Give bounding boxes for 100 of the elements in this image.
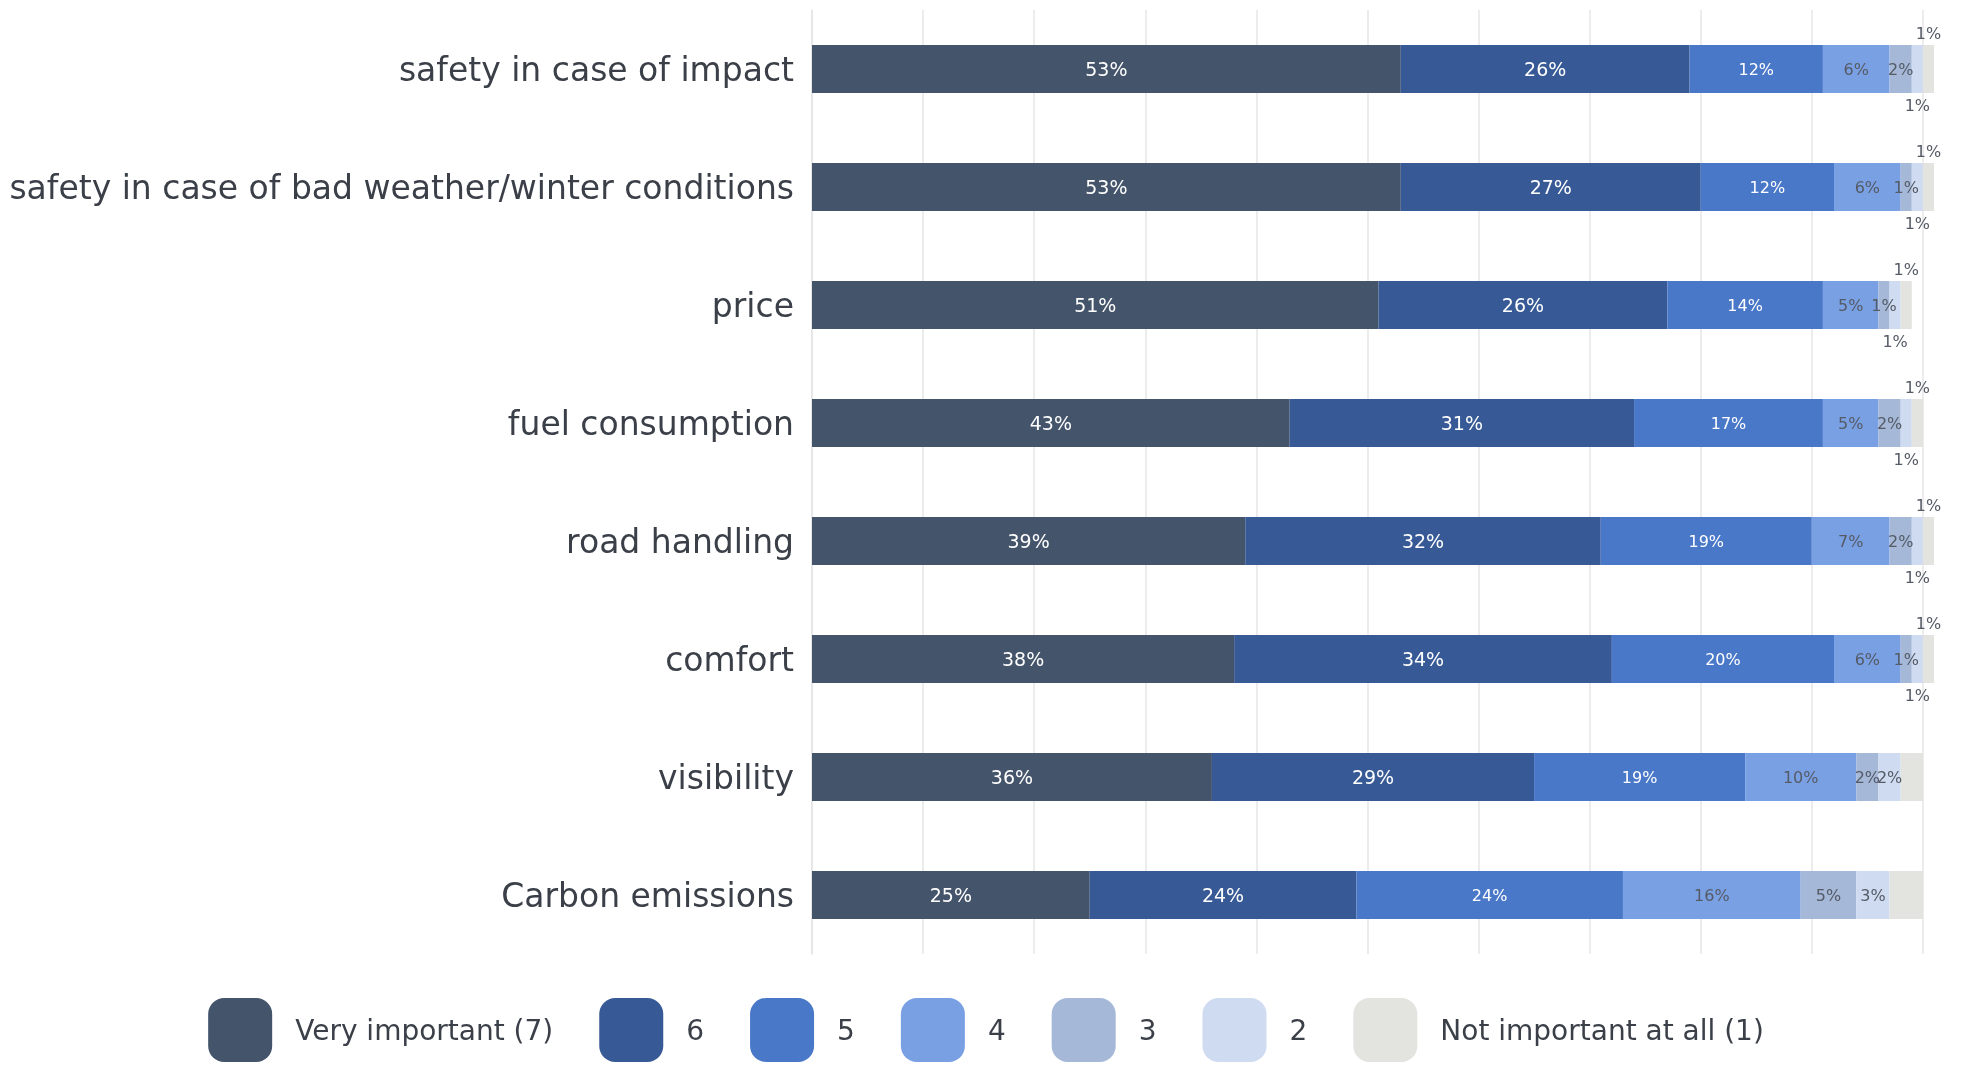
bar bbox=[1611, 635, 1835, 683]
data-label: 5% bbox=[1837, 295, 1864, 315]
bar bbox=[1356, 871, 1623, 919]
bar bbox=[1234, 635, 1612, 683]
data-label: 7% bbox=[1837, 531, 1864, 551]
data-label: 1% bbox=[1915, 23, 1942, 43]
data-label: 3% bbox=[1860, 885, 1886, 905]
data-label: 39% bbox=[1007, 530, 1050, 552]
data-label: 26% bbox=[1524, 58, 1567, 80]
data-label: 1% bbox=[1915, 613, 1942, 633]
data-label: 6% bbox=[1854, 177, 1881, 197]
y-tick-label: visibility bbox=[658, 757, 794, 797]
legend-label: 4 bbox=[987, 1013, 1006, 1047]
bar bbox=[812, 517, 1246, 565]
bar bbox=[1700, 163, 1835, 211]
legend-label: 2 bbox=[1289, 1013, 1308, 1047]
data-label: 1% bbox=[1904, 567, 1931, 587]
bar bbox=[1911, 45, 1923, 93]
y-tick-label: price bbox=[711, 285, 794, 325]
data-label: 1% bbox=[1893, 259, 1919, 279]
data-label: 38% bbox=[1001, 648, 1045, 670]
bar bbox=[812, 281, 1379, 329]
legend-label: 6 bbox=[686, 1013, 705, 1047]
bar bbox=[1689, 45, 1823, 93]
data-label: 6% bbox=[1854, 649, 1881, 669]
bar bbox=[812, 871, 1090, 919]
data-label: 1% bbox=[1882, 331, 1908, 351]
data-label: 2% bbox=[1887, 531, 1914, 551]
bar bbox=[1800, 871, 1857, 919]
bar bbox=[1856, 871, 1890, 919]
bar bbox=[1211, 753, 1535, 801]
data-label: 1% bbox=[1915, 141, 1942, 161]
y-tick-label: safety in case of impact bbox=[398, 49, 795, 89]
bar bbox=[1900, 281, 1912, 329]
data-label: 20% bbox=[1705, 649, 1741, 669]
data-label: 5% bbox=[1837, 413, 1864, 433]
data-label: 53% bbox=[1085, 176, 1128, 198]
bar bbox=[1667, 281, 1823, 329]
data-label: 12% bbox=[1738, 59, 1775, 79]
data-label: 29% bbox=[1351, 766, 1395, 788]
bar bbox=[1634, 399, 1823, 447]
legend-label: 5 bbox=[837, 1013, 855, 1047]
bar bbox=[1811, 517, 1890, 565]
legend-label: 3 bbox=[1138, 1013, 1157, 1047]
bar bbox=[1089, 871, 1357, 919]
data-label: 10% bbox=[1782, 767, 1819, 787]
data-label: 19% bbox=[1621, 767, 1658, 787]
data-label: 19% bbox=[1688, 531, 1725, 551]
legend-label: Not important at all (1) bbox=[1440, 1013, 1764, 1047]
data-label: 6% bbox=[1843, 59, 1869, 79]
bar bbox=[1622, 871, 1801, 919]
y-tick-label: safety in case of bad weather/winter conditions bbox=[9, 167, 794, 207]
bar bbox=[1900, 399, 1912, 447]
bar bbox=[1534, 753, 1746, 801]
bar bbox=[1911, 517, 1923, 565]
data-label: 36% bbox=[990, 766, 1034, 788]
bar bbox=[1822, 399, 1879, 447]
bar bbox=[812, 635, 1235, 683]
y-tick-label: comfort bbox=[665, 639, 795, 679]
data-label: 24% bbox=[1201, 884, 1245, 906]
data-label: 2% bbox=[1887, 59, 1914, 79]
bar bbox=[812, 753, 1212, 801]
data-label: 1% bbox=[1915, 495, 1942, 515]
data-label: 27% bbox=[1529, 176, 1572, 198]
data-label: 16% bbox=[1694, 885, 1730, 905]
bar bbox=[1400, 45, 1690, 93]
bar bbox=[1289, 399, 1635, 447]
bar bbox=[812, 399, 1290, 447]
data-label: 1% bbox=[1904, 685, 1931, 705]
data-label: 1% bbox=[1893, 177, 1919, 197]
bar bbox=[812, 45, 1401, 93]
data-label: 32% bbox=[1401, 530, 1445, 552]
legend-label: Very important (7) bbox=[295, 1013, 554, 1047]
bar bbox=[1745, 753, 1857, 801]
data-label: 51% bbox=[1074, 294, 1117, 316]
data-label: 14% bbox=[1727, 295, 1763, 315]
bar bbox=[1245, 517, 1601, 565]
data-label: 12% bbox=[1749, 177, 1786, 197]
bar bbox=[1600, 517, 1812, 565]
data-label: 24% bbox=[1471, 885, 1508, 905]
data-label: 1% bbox=[1893, 449, 1919, 469]
data-label: 34% bbox=[1401, 648, 1445, 670]
bar bbox=[1378, 281, 1668, 329]
data-label: 43% bbox=[1029, 412, 1072, 434]
data-label: 5% bbox=[1815, 885, 1842, 905]
y-tick-label: Carbon emissions bbox=[501, 875, 794, 915]
data-label: 25% bbox=[929, 884, 972, 906]
data-label: 1% bbox=[1904, 213, 1931, 233]
data-label: 31% bbox=[1440, 412, 1483, 434]
data-label: 1% bbox=[1871, 295, 1897, 315]
data-label: 26% bbox=[1501, 294, 1545, 316]
data-label: 53% bbox=[1085, 58, 1128, 80]
data-label: 2% bbox=[1876, 413, 1903, 433]
bar bbox=[812, 163, 1401, 211]
bar bbox=[1400, 163, 1701, 211]
y-tick-label: fuel consumption bbox=[507, 403, 794, 443]
y-tick-label: road handling bbox=[566, 521, 794, 561]
data-label: 1% bbox=[1904, 377, 1931, 397]
bar bbox=[1822, 45, 1890, 93]
data-label: 1% bbox=[1893, 649, 1919, 669]
